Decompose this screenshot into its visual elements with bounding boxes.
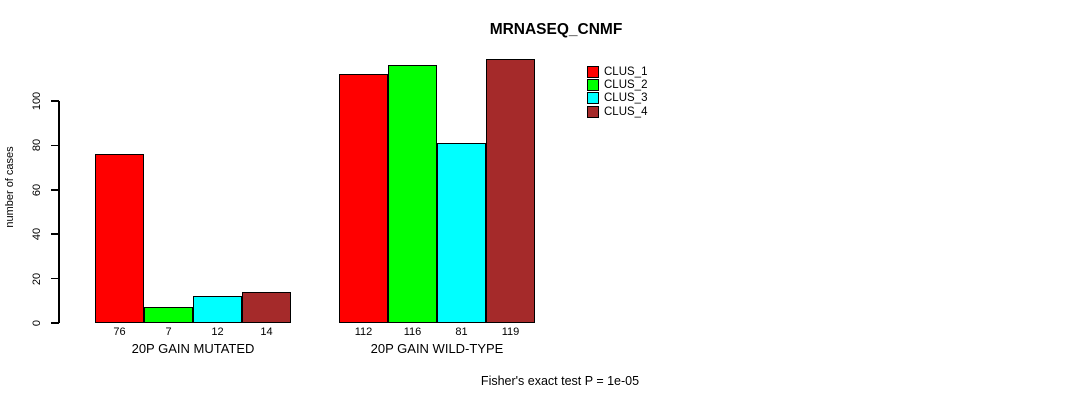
- bar-value-label: 112: [354, 326, 373, 338]
- y-tick-label: 0: [31, 319, 43, 327]
- y-tick-label: 80: [31, 139, 43, 152]
- bar-clus_1-group1: [95, 154, 144, 323]
- y-tick-label: 60: [31, 183, 43, 196]
- x-group-label: 20P GAIN WILD-TYPE: [370, 341, 504, 356]
- bar-value-label: 7: [165, 326, 172, 338]
- bar-value-label: 14: [260, 326, 273, 338]
- legend-swatch: [587, 92, 599, 105]
- y-axis-label: number of cases: [4, 146, 16, 228]
- legend-label: CLUS_2: [604, 79, 648, 92]
- y-axis-line: [58, 101, 60, 323]
- y-tick: [51, 189, 59, 191]
- legend-item: CLUS_1: [587, 65, 647, 78]
- y-tick-label: 20: [31, 272, 43, 285]
- legend-label: CLUS_1: [604, 65, 648, 78]
- bar-value-label: 12: [211, 326, 224, 338]
- stat-annotation: Fisher's exact test P = 1e-05: [480, 374, 640, 388]
- y-tick: [51, 322, 59, 324]
- bar-clus_4-group2: [486, 58, 535, 323]
- chart-title: MRNASEQ_CNMF: [489, 21, 623, 38]
- y-tick-label: 100: [31, 91, 43, 111]
- legend-item: CLUS_4: [587, 105, 647, 118]
- bar-clus_1-group2: [339, 74, 388, 323]
- legend-item: CLUS_2: [587, 78, 648, 92]
- bar-value-label: 119: [501, 326, 520, 338]
- legend-swatch: [587, 65, 599, 78]
- bar-value-label: 116: [403, 326, 422, 338]
- bar-value-label: 81: [455, 326, 468, 338]
- legend-swatch: [587, 79, 599, 92]
- bar-value-label: 76: [113, 326, 126, 338]
- bar-clus_3-group2: [437, 143, 486, 323]
- y-tick-label: 40: [31, 228, 43, 241]
- bar-clus_2-group1: [144, 307, 193, 323]
- legend-swatch: [587, 105, 599, 118]
- x-group-label: 20P GAIN MUTATED: [131, 341, 255, 356]
- legend: CLUS_1 CLUS_2 CLUS_3 CLUS_4: [587, 65, 647, 119]
- y-tick: [51, 233, 59, 235]
- bar-clus_4-group1: [242, 291, 291, 323]
- legend-label: CLUS_3: [604, 92, 648, 105]
- bar-clus_3-group1: [193, 296, 242, 323]
- legend-label: CLUS_4: [604, 105, 648, 118]
- bar-clus_2-group2: [388, 65, 437, 323]
- y-tick: [51, 100, 59, 102]
- y-tick: [51, 144, 59, 147]
- y-tick: [51, 277, 59, 280]
- legend-item: CLUS_3: [587, 92, 647, 105]
